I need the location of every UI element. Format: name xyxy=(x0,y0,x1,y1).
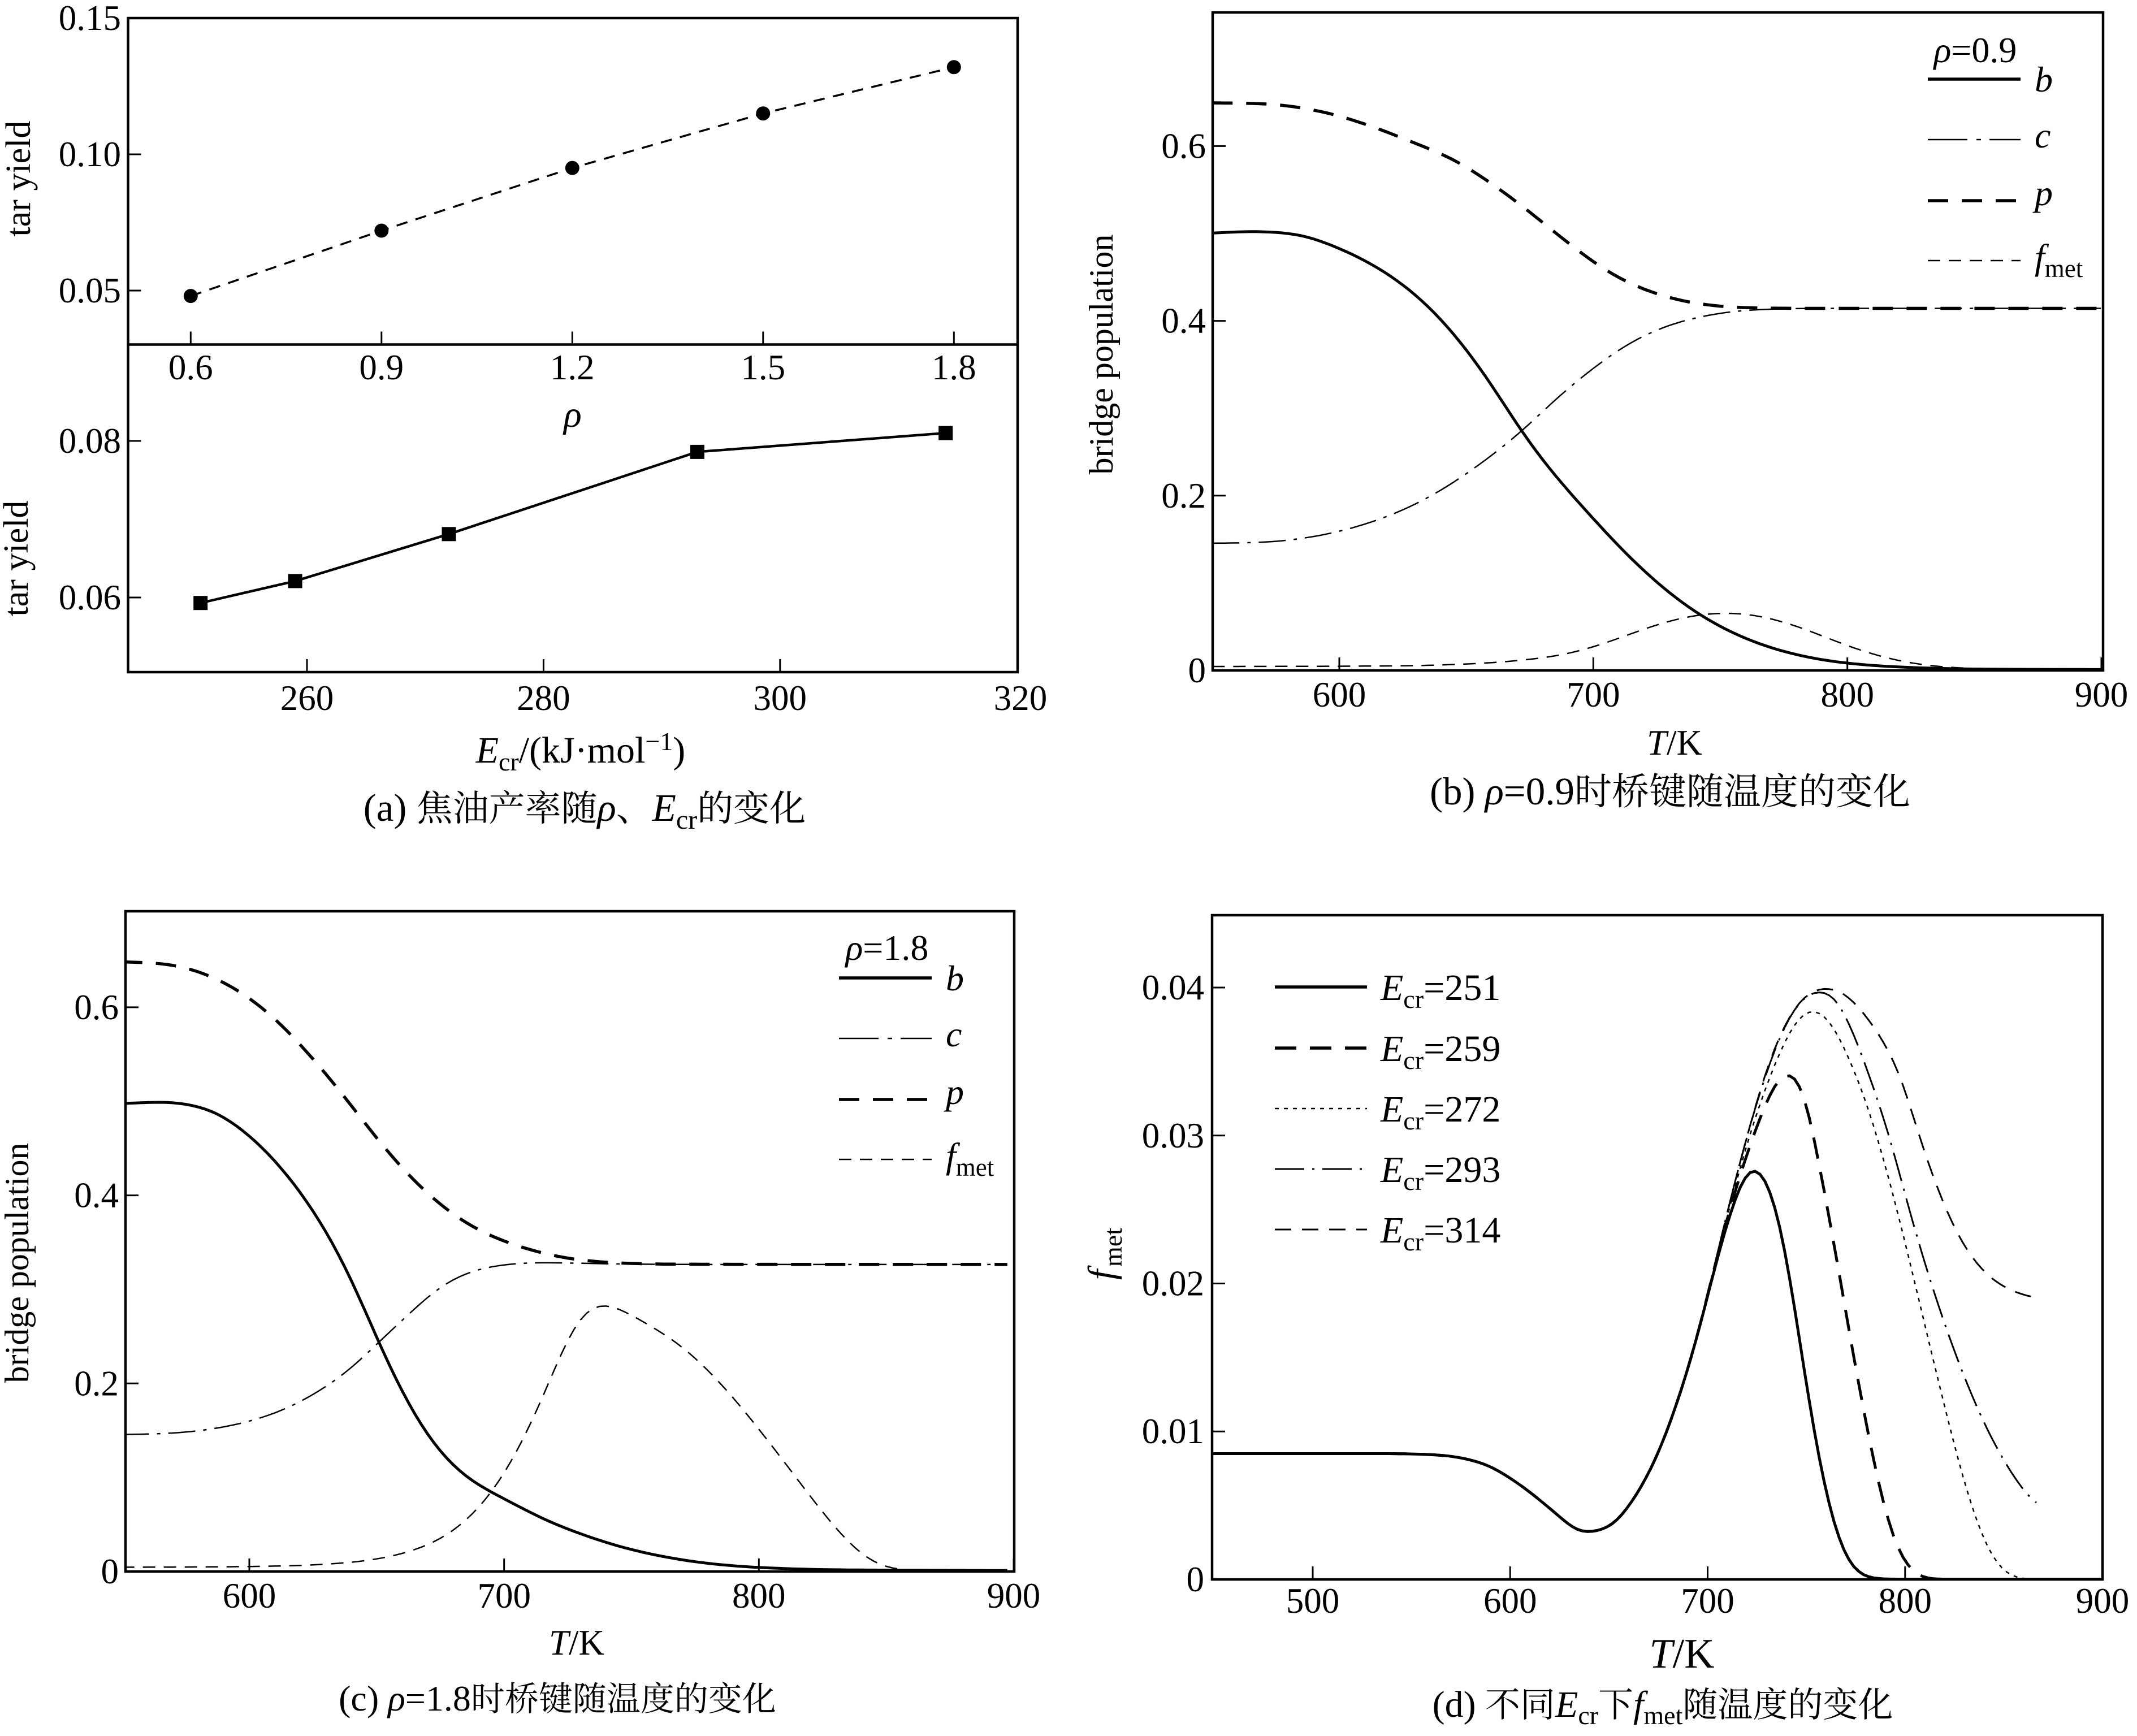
svg-text:1.8: 1.8 xyxy=(932,348,976,387)
svg-text:b: b xyxy=(2035,59,2053,99)
svg-text:cr: cr xyxy=(1578,1701,1598,1730)
svg-text:E: E xyxy=(1380,1028,1403,1070)
svg-text:p: p xyxy=(2032,173,2053,213)
svg-text:0.02: 0.02 xyxy=(1142,1264,1204,1304)
svg-text:0.9: 0.9 xyxy=(359,348,404,387)
svg-text:ρ: ρ xyxy=(563,394,582,435)
svg-text:(a): (a) xyxy=(364,786,407,829)
svg-text:0.10: 0.10 xyxy=(59,135,121,174)
svg-text:T: T xyxy=(1649,1631,1675,1677)
svg-text:(b): (b) xyxy=(1430,770,1475,813)
svg-text:=1.8: =1.8 xyxy=(863,928,928,968)
svg-text:260: 260 xyxy=(280,678,334,718)
svg-text:/K: /K xyxy=(1667,723,1702,763)
svg-text:800: 800 xyxy=(732,1576,786,1616)
svg-text:700: 700 xyxy=(1567,675,1620,715)
svg-text:T: T xyxy=(1647,723,1669,763)
svg-text:=1.8: =1.8 xyxy=(405,1678,471,1718)
svg-text:tar yield: tar yield xyxy=(0,501,36,617)
svg-text:0: 0 xyxy=(101,1552,119,1591)
svg-text:bridge population: bridge population xyxy=(0,1143,36,1383)
svg-text:=314: =314 xyxy=(1424,1210,1500,1251)
svg-text:cr: cr xyxy=(1403,1106,1424,1135)
svg-text:0.01: 0.01 xyxy=(1142,1412,1204,1451)
svg-text:300: 300 xyxy=(754,678,807,718)
svg-text:cr: cr xyxy=(1403,985,1424,1014)
svg-text:0.4: 0.4 xyxy=(74,1176,119,1215)
svg-text:280: 280 xyxy=(517,678,570,718)
svg-text:0: 0 xyxy=(1187,1560,1205,1599)
svg-text:bridge population: bridge population xyxy=(1083,235,1120,475)
svg-text:c: c xyxy=(946,1014,962,1054)
svg-text:0.08: 0.08 xyxy=(59,421,121,461)
svg-text:cr: cr xyxy=(1403,1046,1424,1075)
svg-text:): ) xyxy=(673,730,685,771)
svg-text:1.2: 1.2 xyxy=(550,348,595,387)
svg-text:320: 320 xyxy=(994,678,1048,718)
svg-text:500: 500 xyxy=(1286,1581,1340,1621)
svg-text:/K: /K xyxy=(1673,1631,1715,1677)
svg-text:=251: =251 xyxy=(1424,967,1500,1008)
svg-text:900: 900 xyxy=(2075,675,2129,715)
svg-text:(c): (c) xyxy=(339,1678,379,1718)
svg-text:cr: cr xyxy=(1403,1227,1424,1256)
svg-text:(d): (d) xyxy=(1433,1684,1476,1725)
svg-text:met: met xyxy=(2045,254,2083,283)
svg-text:=259: =259 xyxy=(1424,1028,1500,1070)
svg-text:ρ: ρ xyxy=(387,1678,405,1718)
svg-text:0: 0 xyxy=(1188,651,1206,690)
svg-text:0.05: 0.05 xyxy=(59,271,121,310)
svg-text:E: E xyxy=(652,786,676,829)
svg-text:/K: /K xyxy=(569,1623,604,1663)
svg-text:ρ: ρ xyxy=(596,786,616,829)
svg-text:700: 700 xyxy=(1681,1581,1734,1621)
svg-text:cr: cr xyxy=(676,805,697,835)
svg-text:0.6: 0.6 xyxy=(168,348,213,387)
svg-text:tar yield: tar yield xyxy=(0,121,38,237)
svg-text:0.4: 0.4 xyxy=(1161,301,1206,341)
svg-text:0.6: 0.6 xyxy=(74,988,119,1027)
svg-text:=0.9: =0.9 xyxy=(1504,770,1574,813)
svg-text:E: E xyxy=(1380,1089,1403,1130)
svg-text:0.6: 0.6 xyxy=(1161,126,1206,166)
svg-text:600: 600 xyxy=(1313,675,1366,715)
svg-text:800: 800 xyxy=(1820,675,1874,715)
svg-text:0.04: 0.04 xyxy=(1142,968,1204,1007)
svg-text:met: met xyxy=(1098,1228,1127,1267)
svg-text:600: 600 xyxy=(1483,1581,1537,1621)
svg-text:−1: −1 xyxy=(645,727,673,756)
svg-text:b: b xyxy=(946,958,964,998)
svg-text:700: 700 xyxy=(477,1576,531,1616)
svg-text:met: met xyxy=(956,1153,994,1181)
svg-text:ρ: ρ xyxy=(1484,770,1504,813)
svg-text:=293: =293 xyxy=(1424,1149,1500,1190)
svg-text:met: met xyxy=(1643,1701,1682,1730)
svg-text:0.2: 0.2 xyxy=(74,1363,119,1403)
svg-text:T: T xyxy=(549,1623,571,1663)
svg-text:E: E xyxy=(1380,1149,1403,1190)
svg-text:E: E xyxy=(475,730,499,771)
svg-text:cr: cr xyxy=(499,747,519,776)
svg-text:c: c xyxy=(2035,115,2051,155)
svg-text:ρ: ρ xyxy=(1933,30,1952,70)
svg-text:E: E xyxy=(1380,1210,1403,1251)
svg-text:=0.9: =0.9 xyxy=(1951,30,2017,70)
svg-text:/(kJ·mol: /(kJ·mol xyxy=(519,730,646,771)
svg-text:1.5: 1.5 xyxy=(741,348,785,387)
svg-text:800: 800 xyxy=(1879,1581,1932,1621)
svg-text:900: 900 xyxy=(2076,1581,2130,1621)
svg-text:900: 900 xyxy=(987,1576,1041,1616)
svg-text:0.03: 0.03 xyxy=(1142,1116,1204,1155)
svg-text:=272: =272 xyxy=(1424,1089,1500,1130)
svg-text:ρ: ρ xyxy=(845,928,863,968)
svg-text:600: 600 xyxy=(223,1576,276,1616)
svg-text:0.15: 0.15 xyxy=(59,0,121,38)
svg-text:E: E xyxy=(1555,1684,1578,1725)
svg-text:0.2: 0.2 xyxy=(1161,476,1206,516)
svg-text:0.06: 0.06 xyxy=(59,578,121,617)
svg-text:cr: cr xyxy=(1403,1167,1424,1196)
svg-text:E: E xyxy=(1380,967,1403,1008)
svg-text:p: p xyxy=(944,1072,964,1112)
